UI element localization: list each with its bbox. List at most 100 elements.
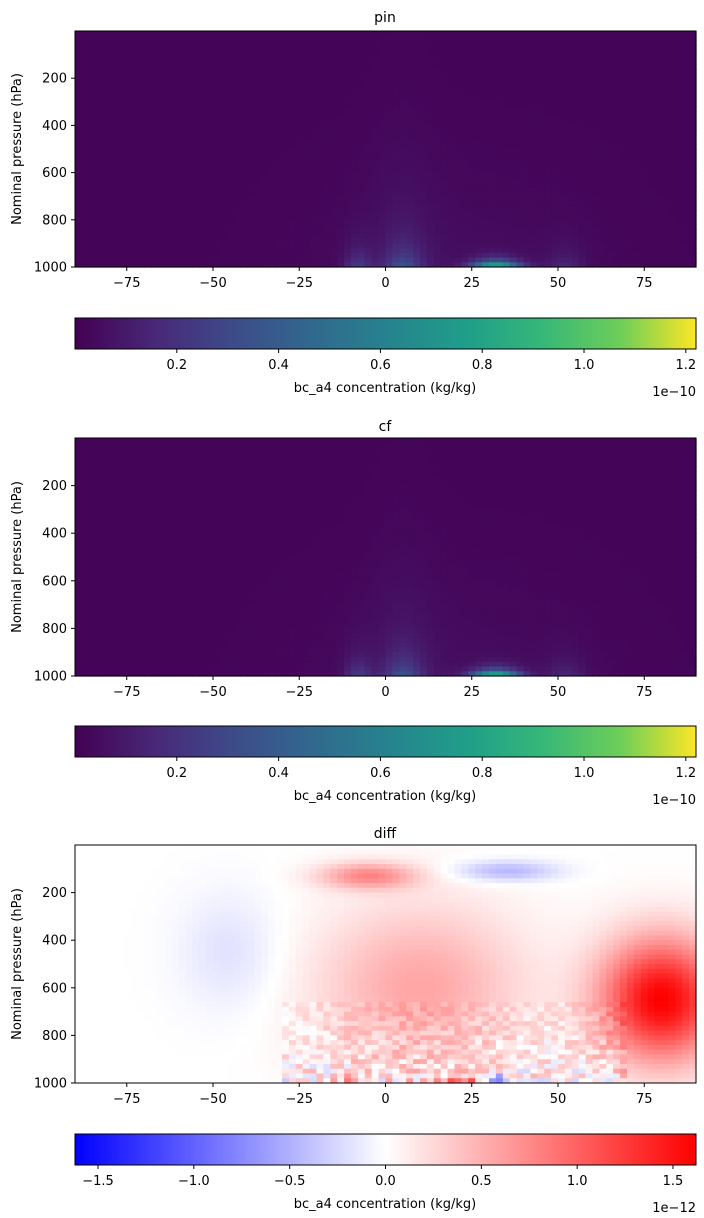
- heatmap-cell: [247, 200, 255, 207]
- heatmap-cell: [454, 144, 462, 150]
- heatmap-cell: [440, 101, 449, 108]
- heatmap-cell: [123, 471, 131, 477]
- heatmap-cell: [309, 210, 318, 216]
- heatmap-cell: [75, 224, 83, 230]
- heatmap-cell: [371, 167, 380, 174]
- heatmap-cell: [613, 115, 621, 122]
- heatmap-cell: [288, 139, 297, 145]
- heatmap-cell: [178, 219, 186, 226]
- heatmap-cell: [413, 54, 421, 60]
- heatmap-cell: [81, 623, 90, 629]
- heatmap-cell: [240, 182, 249, 188]
- heatmap-cell: [371, 177, 380, 183]
- heatmap-cell: [75, 461, 83, 468]
- heatmap-cell: [185, 92, 193, 98]
- heatmap-cell: [578, 82, 587, 89]
- heatmap-cell: [661, 40, 669, 46]
- heatmap-cell: [647, 78, 656, 84]
- heatmap-cell: [647, 31, 656, 37]
- heatmap-cell: [682, 106, 690, 112]
- heatmap-cell: [171, 73, 180, 79]
- heatmap-cell: [530, 215, 538, 221]
- heatmap-cell: [144, 97, 152, 103]
- heatmap-cell: [627, 200, 635, 207]
- heatmap-cell: [537, 31, 545, 37]
- heatmap-cell: [440, 219, 449, 226]
- heatmap-cell: [213, 78, 221, 84]
- heatmap-cell: [123, 130, 131, 136]
- heatmap-cell: [123, 595, 131, 601]
- heatmap-cell: [254, 82, 262, 89]
- heatmap-cell: [81, 210, 90, 216]
- heatmap-cell: [627, 31, 635, 37]
- heatmap-cell: [344, 205, 352, 211]
- heatmap-cell: [413, 73, 421, 79]
- heatmap-cell: [261, 153, 269, 160]
- heatmap-cell: [240, 54, 249, 60]
- heatmap-cell: [530, 219, 538, 226]
- heatmap-cell: [371, 172, 380, 178]
- heatmap-cell: [461, 106, 469, 112]
- heatmap-cell: [606, 35, 614, 42]
- heatmap-cell: [489, 224, 497, 230]
- heatmap-cell: [157, 158, 166, 164]
- heatmap-cell: [627, 106, 635, 112]
- heatmap-cell: [81, 461, 90, 468]
- heatmap-cell: [247, 167, 255, 174]
- heatmap-cell: [385, 73, 393, 79]
- heatmap-cell: [661, 120, 669, 126]
- heatmap-cell: [275, 243, 283, 249]
- heatmap-cell: [502, 172, 511, 178]
- heatmap-cell: [585, 125, 594, 131]
- heatmap-cell: [537, 248, 545, 254]
- heatmap-cell: [330, 78, 338, 84]
- heatmap-cell: [613, 92, 621, 98]
- heatmap-cell: [75, 219, 83, 226]
- heatmap-cell: [606, 172, 614, 178]
- heatmap-cell: [578, 64, 587, 70]
- heatmap-cell: [302, 125, 311, 131]
- heatmap-cell: [633, 101, 642, 108]
- heatmap-cell: [164, 134, 173, 141]
- heatmap-cell: [620, 186, 628, 193]
- colorbar-offset-text: 1e−10: [652, 385, 696, 400]
- heatmap-cell: [116, 447, 124, 453]
- heatmap-cell: [81, 637, 90, 644]
- heatmap-cell: [399, 115, 407, 122]
- heatmap-cell: [551, 186, 559, 193]
- heatmap-cell: [647, 243, 656, 249]
- heatmap-cell: [420, 92, 428, 98]
- heatmap-cell: [357, 177, 366, 183]
- heatmap-cell: [440, 248, 449, 254]
- heatmap-cell: [130, 599, 138, 606]
- heatmap-cell: [95, 68, 104, 75]
- heatmap-cell: [509, 87, 518, 93]
- heatmap-cell: [323, 262, 331, 268]
- y-tick-label: 1000: [34, 261, 67, 276]
- heatmap-cell: [675, 139, 683, 145]
- heatmap-cell: [275, 257, 283, 263]
- heatmap-cell: [461, 97, 469, 103]
- heatmap-cell: [599, 54, 607, 60]
- heatmap-cell: [109, 31, 117, 37]
- heatmap-cell: [689, 196, 697, 202]
- heatmap-cell: [399, 31, 407, 37]
- heatmap-cell: [268, 262, 276, 268]
- heatmap-cell: [219, 158, 228, 164]
- heatmap-cell: [551, 167, 559, 174]
- heatmap-cell: [288, 125, 297, 131]
- heatmap-cell: [330, 182, 338, 188]
- heatmap-cell: [558, 111, 566, 117]
- heatmap-cell: [268, 224, 276, 230]
- heatmap-cell: [123, 671, 131, 677]
- heatmap-cell: [137, 101, 145, 108]
- heatmap-cell: [392, 92, 400, 98]
- heatmap-cell: [213, 182, 221, 188]
- heatmap-cell: [323, 229, 331, 235]
- heatmap-cell: [364, 78, 373, 84]
- heatmap-cell: [364, 167, 373, 174]
- heatmap-cell: [420, 144, 428, 150]
- heatmap-cell: [309, 233, 318, 240]
- heatmap-cell: [454, 196, 462, 202]
- heatmap-cell: [116, 471, 124, 477]
